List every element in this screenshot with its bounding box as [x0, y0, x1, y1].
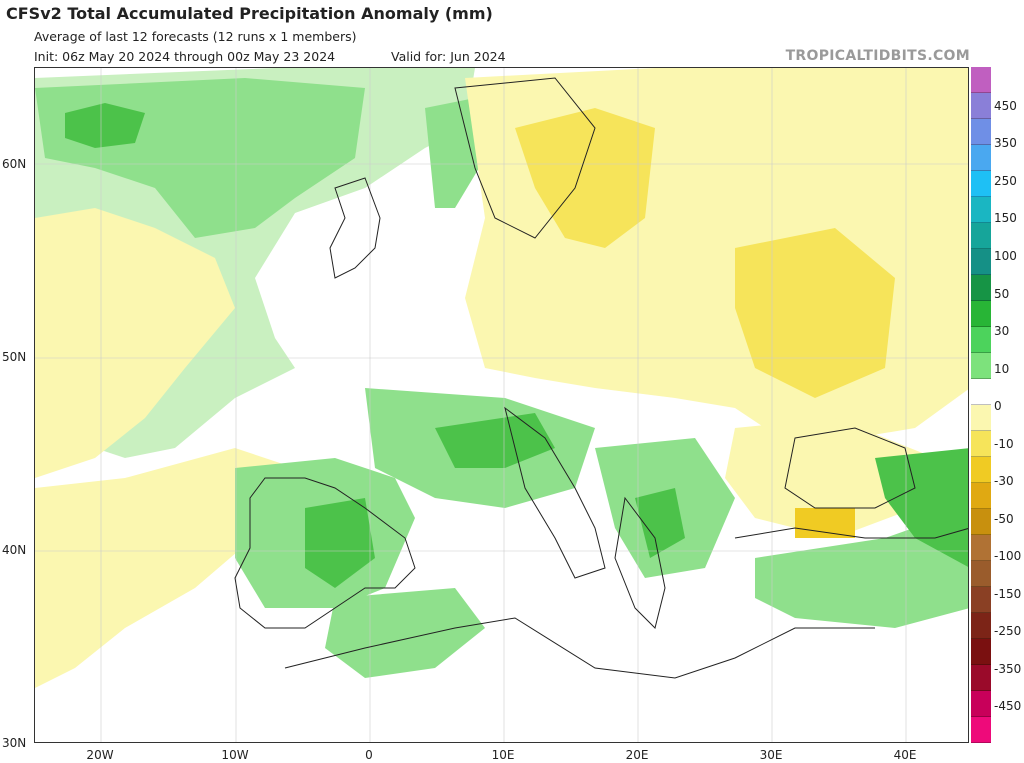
colorbar-label-minus450: -450: [994, 699, 1022, 713]
colorbar-swatch: [971, 639, 991, 665]
init-time: Init: 06z May 20 2024 through 00z May 23…: [34, 49, 336, 64]
dry-anomaly-eastern-core: [735, 228, 895, 398]
colorbar-swatch: [971, 561, 991, 587]
map-subtitle: Average of last 12 forecasts (12 runs x …: [34, 29, 357, 44]
dry-anomaly-atlantic: [35, 208, 235, 478]
coastlines: [234, 77, 968, 679]
dry-anomaly-black-sea-core: [795, 508, 855, 538]
colorbar-swatch: [971, 119, 991, 145]
colorbar-swatch: [971, 483, 991, 509]
dry-anomaly-ukraine: [725, 418, 935, 538]
colorbar-swatch: [971, 509, 991, 535]
wet-anomaly-iberia-core: [305, 498, 375, 588]
colorbar: [971, 67, 991, 743]
colorbar-swatch: [971, 353, 991, 379]
colorbar-label-minus150: -150: [994, 587, 1022, 601]
colorbar-swatch: [971, 691, 991, 717]
colorbar-swatch: [971, 93, 991, 119]
colorbar-swatch: [971, 249, 991, 275]
colorbar-label-10: 10: [994, 362, 1010, 376]
wet-anomaly-turkey: [755, 508, 968, 628]
colorbar-swatch: [971, 275, 991, 301]
colorbar-label-250: 250: [994, 174, 1017, 188]
colorbar-swatch: [971, 535, 991, 561]
lon-label-30e: 30E: [759, 748, 783, 762]
colorbar-swatch: [971, 301, 991, 327]
lat-label-50n: 50N: [2, 350, 27, 364]
colorbar-swatch: [971, 457, 991, 483]
colorbar-label-50: 50: [994, 287, 1010, 301]
lon-label-40e: 40E: [893, 748, 917, 762]
colorbar-swatch: [971, 67, 991, 93]
colorbar-label-350: 350: [994, 136, 1017, 150]
colorbar-swatch: [971, 613, 991, 639]
wet-anomaly-atlantic-peak: [65, 103, 145, 148]
colorbar-swatch: [971, 197, 991, 223]
colorbar-label-minus100: -100: [994, 549, 1022, 563]
colorbar-label-minus250: -250: [994, 624, 1022, 638]
lon-label-20e: 20E: [625, 748, 649, 762]
colorbar-swatch: [971, 145, 991, 171]
colorbar-label-450: 450: [994, 99, 1017, 113]
dry-anomaly-atlantic-south: [35, 448, 295, 688]
colorbar-label-minus30: -30: [994, 474, 1014, 488]
colorbar-label-minus350: -350: [994, 662, 1022, 676]
colorbar-swatch: [971, 587, 991, 613]
lon-label-10w: 10W: [221, 748, 249, 762]
colorbar-label-minus10: -10: [994, 437, 1014, 451]
valid-time: Valid for: Jun 2024: [391, 49, 506, 64]
map-title: CFSv2 Total Accumulated Precipitation An…: [6, 4, 493, 23]
colorbar-label-0: 0: [994, 399, 1002, 413]
lat-label-40n: 40N: [2, 543, 27, 557]
colorbar-label-minus50: -50: [994, 512, 1014, 526]
dry-anomaly-sweden-core: [515, 108, 655, 248]
lon-label-0: 0: [365, 748, 373, 762]
colorbar-swatch: [971, 405, 991, 431]
wet-anomaly-alps-core: [435, 413, 555, 468]
wet-anomaly-north-africa: [325, 588, 485, 678]
lon-label-10e: 10E: [491, 748, 515, 762]
wet-anomaly-north-sea: [425, 98, 485, 208]
lat-label-60n: 60N: [2, 157, 27, 171]
colorbar-label-100: 100: [994, 249, 1017, 263]
wet-anomaly-caucasus: [875, 448, 968, 567]
colorbar-swatch: [971, 171, 991, 197]
colorbar-swatch: [971, 665, 991, 691]
colorbar-label-150: 150: [994, 211, 1017, 225]
site-credit: TROPICALTIDBITS.COM: [785, 48, 970, 64]
colorbar-swatch: [971, 379, 991, 405]
colorbar-swatch: [971, 223, 991, 249]
colorbar-swatch: [971, 717, 991, 743]
colorbar-swatch: [971, 327, 991, 353]
wet-anomaly-balkans-core: [635, 488, 685, 558]
precipitation-anomaly-map: [34, 67, 969, 743]
lat-label-30n: 30N: [2, 736, 27, 750]
colorbar-label-30: 30: [994, 324, 1010, 338]
colorbar-swatch: [971, 431, 991, 457]
lon-label-20w: 20W: [86, 748, 114, 762]
